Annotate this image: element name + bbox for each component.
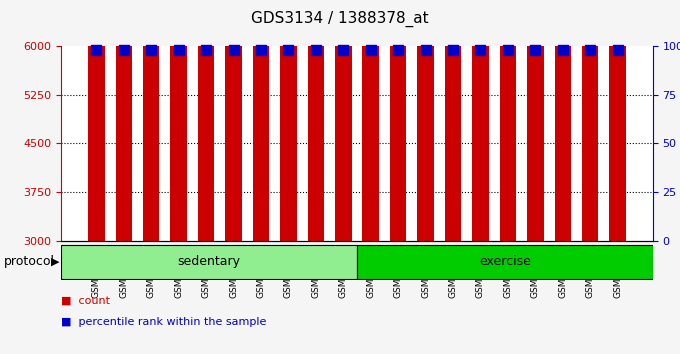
Bar xyxy=(307,0,324,241)
Bar xyxy=(116,0,132,241)
Point xyxy=(201,47,211,53)
Bar xyxy=(445,0,461,241)
FancyBboxPatch shape xyxy=(61,245,357,279)
Bar xyxy=(198,0,214,241)
Point xyxy=(612,47,623,53)
Point xyxy=(228,47,239,53)
Point xyxy=(310,47,321,53)
Text: ■  count: ■ count xyxy=(61,296,110,306)
Bar xyxy=(555,0,571,241)
Point xyxy=(475,47,486,53)
Bar xyxy=(609,0,626,241)
Text: ▶: ▶ xyxy=(51,257,60,267)
Point xyxy=(118,47,129,53)
Text: sedentary: sedentary xyxy=(177,256,241,268)
Bar xyxy=(418,0,434,241)
Point xyxy=(173,47,184,53)
Point xyxy=(338,47,349,53)
Bar xyxy=(225,0,242,241)
Bar xyxy=(500,0,516,241)
Point xyxy=(146,47,156,53)
Bar xyxy=(390,0,407,241)
Bar xyxy=(362,0,379,241)
Bar xyxy=(171,0,187,241)
Bar xyxy=(472,0,489,241)
Bar xyxy=(335,0,352,241)
Point xyxy=(365,47,376,53)
Text: exercise: exercise xyxy=(479,256,531,268)
Point xyxy=(420,47,431,53)
Point xyxy=(91,47,102,53)
Bar xyxy=(253,0,269,241)
Bar xyxy=(88,0,105,241)
Bar xyxy=(582,0,598,241)
Point xyxy=(256,47,267,53)
Bar xyxy=(280,0,296,241)
FancyBboxPatch shape xyxy=(357,245,653,279)
Bar xyxy=(143,0,159,241)
Text: protocol: protocol xyxy=(3,256,54,268)
Point xyxy=(530,47,541,53)
Point xyxy=(393,47,404,53)
Text: GDS3134 / 1388378_at: GDS3134 / 1388378_at xyxy=(251,11,429,27)
Bar xyxy=(527,0,543,241)
Text: ■  percentile rank within the sample: ■ percentile rank within the sample xyxy=(61,317,267,327)
Point xyxy=(283,47,294,53)
Point xyxy=(447,47,458,53)
Point xyxy=(558,47,568,53)
Point xyxy=(585,47,596,53)
Point xyxy=(503,47,513,53)
